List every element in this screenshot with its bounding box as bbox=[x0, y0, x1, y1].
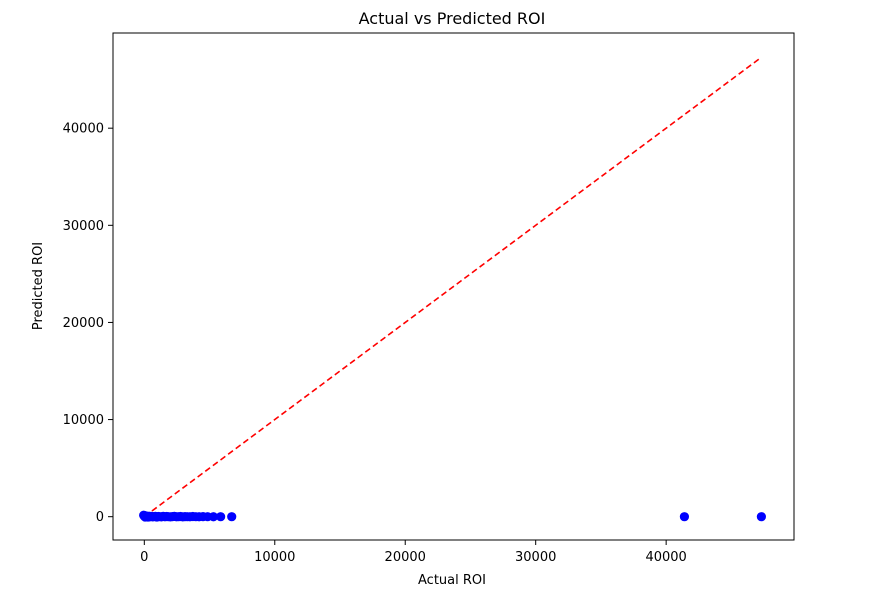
x-tick-label: 10000 bbox=[254, 550, 295, 565]
x-tick-label: 30000 bbox=[515, 550, 556, 565]
y-tick-label: 10000 bbox=[63, 413, 104, 428]
x-tick-label: 0 bbox=[140, 550, 148, 565]
x-tick-label: 40000 bbox=[645, 550, 686, 565]
x-tick-label: 20000 bbox=[385, 550, 426, 565]
reference-line bbox=[143, 56, 762, 518]
y-tick-label: 20000 bbox=[63, 316, 104, 331]
chart-title: Actual vs Predicted ROI bbox=[359, 9, 546, 28]
points-layer bbox=[139, 510, 766, 522]
data-point bbox=[216, 512, 226, 522]
data-point bbox=[227, 512, 237, 522]
y-tick-label: 0 bbox=[96, 510, 104, 525]
plot-area bbox=[139, 56, 766, 522]
y-axis-title: Predicted ROI bbox=[31, 242, 46, 330]
x-axis-ticks: 0 10000 20000 30000 40000 bbox=[140, 540, 687, 565]
plot-frame bbox=[112, 32, 795, 541]
data-point bbox=[756, 512, 766, 522]
y-tick-label: 40000 bbox=[63, 122, 104, 137]
reference-line-layer bbox=[143, 56, 762, 518]
x-axis-title: Actual ROI bbox=[418, 573, 486, 588]
y-tick-label: 30000 bbox=[63, 219, 104, 234]
data-point bbox=[679, 512, 690, 522]
y-axis-ticks: 0 10000 20000 30000 40000 bbox=[63, 122, 113, 525]
data-point bbox=[208, 512, 219, 522]
